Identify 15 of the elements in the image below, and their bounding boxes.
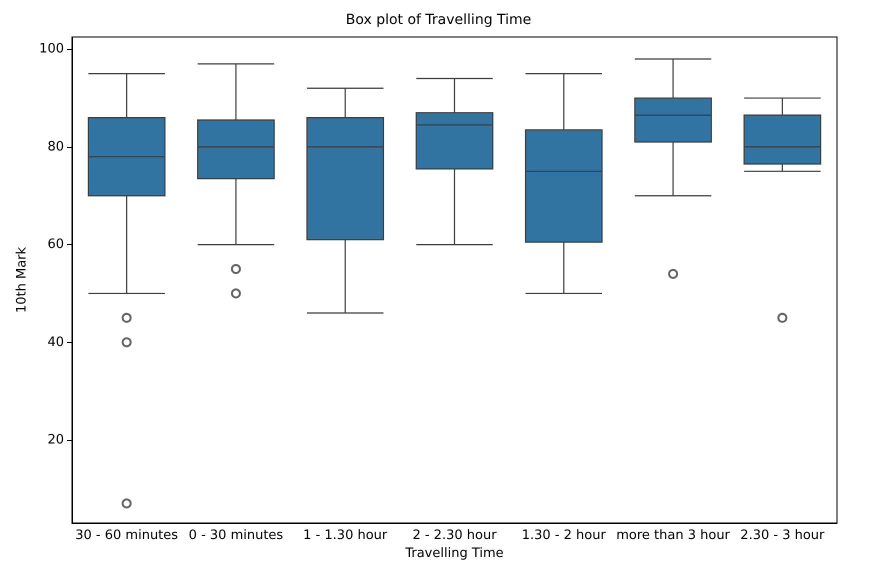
y-tick-label: 40 <box>47 334 64 350</box>
x-tick-label: 2.30 - 3 hour <box>740 528 826 543</box>
y-tick-label: 60 <box>47 237 64 252</box>
x-tick-label: 30 - 60 minutes <box>75 528 178 543</box>
x-tick-label: 0 - 30 minutes <box>188 528 284 543</box>
x-axis-title: Travelling Time <box>404 546 504 561</box>
y-axis-title: 10th Mark <box>14 246 30 314</box>
x-tick-label: 1.30 - 2 hour <box>522 528 606 543</box>
chart-title: Box plot of Travelling Time <box>346 12 532 28</box>
x-tick-label: more than 3 hour <box>616 528 731 543</box>
y-tick-label: 100 <box>39 42 64 57</box>
x-tick-label: 2 - 2.30 hour <box>412 528 498 543</box>
y-tick-label: 80 <box>47 139 64 154</box>
y-tick-label: 20 <box>47 432 64 448</box>
x-tick-label: 1 - 1.30 hour <box>303 528 388 543</box>
